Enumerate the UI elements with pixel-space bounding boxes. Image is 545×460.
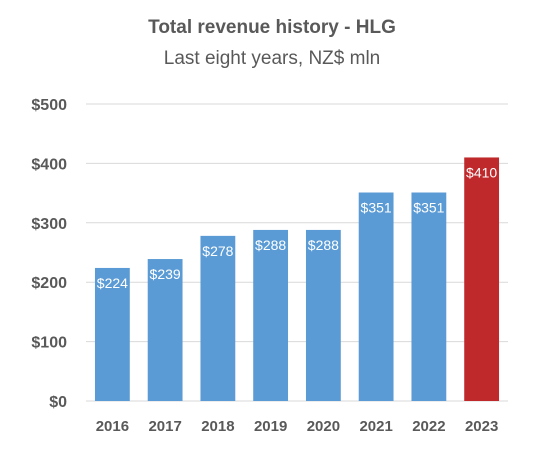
bar-2018 bbox=[200, 235, 236, 401]
y-tick-label: $500 bbox=[31, 97, 67, 114]
bar-2022 bbox=[411, 192, 447, 401]
y-tick-label: $100 bbox=[31, 335, 67, 352]
data-label-2021: $351 bbox=[361, 200, 392, 216]
x-tick-label-2018: 2018 bbox=[201, 418, 234, 435]
data-label-2019: $288 bbox=[255, 237, 286, 253]
y-axis: $0 $100 $200 $300 $400 $500 bbox=[31, 97, 67, 411]
x-tick-label-2020: 2020 bbox=[307, 418, 340, 435]
y-tick-label: $300 bbox=[31, 216, 67, 233]
bar-2016 bbox=[94, 267, 130, 401]
bar-2020 bbox=[305, 229, 341, 401]
y-tick-label: $400 bbox=[31, 156, 67, 173]
x-tick-label-2023: 2023 bbox=[465, 418, 498, 435]
data-label-2018: $278 bbox=[202, 243, 233, 259]
x-tick-label-2022: 2022 bbox=[412, 418, 445, 435]
x-tick-label-2017: 2017 bbox=[148, 418, 181, 435]
y-tick-label: $200 bbox=[31, 275, 67, 292]
y-tick-label: $0 bbox=[49, 394, 67, 411]
data-labels: $224 $239 $278 $288 $288 $351 $351 $410 bbox=[97, 164, 498, 290]
x-tick-label-2019: 2019 bbox=[254, 418, 287, 435]
bar-2023 bbox=[464, 157, 500, 401]
data-label-2023: $410 bbox=[466, 164, 497, 180]
bar-2017 bbox=[147, 259, 183, 401]
chart-subtitle: Last eight years, NZ$ mln bbox=[164, 48, 380, 69]
bars bbox=[94, 157, 500, 401]
chart-title: Total revenue history - HLG bbox=[148, 17, 396, 38]
data-label-2016: $224 bbox=[97, 275, 128, 291]
x-axis: 2016 2017 2018 2019 2020 2021 2022 2023 bbox=[96, 418, 499, 435]
x-tick-label-2016: 2016 bbox=[96, 418, 129, 435]
data-label-2017: $239 bbox=[150, 266, 181, 282]
data-label-2020: $288 bbox=[308, 237, 339, 253]
bar-2019 bbox=[253, 229, 289, 401]
data-label-2022: $351 bbox=[413, 200, 444, 216]
x-tick-label-2021: 2021 bbox=[359, 418, 392, 435]
bar-2021 bbox=[358, 192, 394, 401]
